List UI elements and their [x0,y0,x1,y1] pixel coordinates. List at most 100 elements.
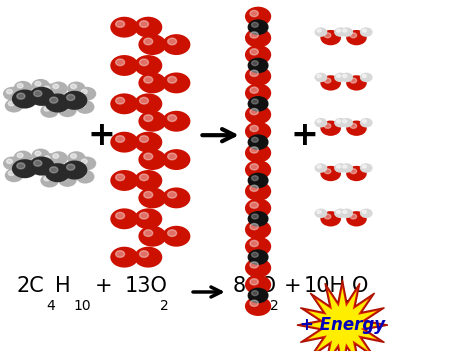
Circle shape [7,159,12,164]
Circle shape [317,120,321,123]
Circle shape [247,19,269,35]
Circle shape [139,59,148,66]
Circle shape [346,211,367,227]
Circle shape [245,122,271,141]
Circle shape [334,163,347,173]
Circle shape [346,75,367,91]
Circle shape [360,163,373,173]
Circle shape [29,156,55,176]
Circle shape [139,212,148,219]
Text: 4: 4 [46,299,55,313]
Circle shape [62,91,87,110]
Circle shape [162,226,191,247]
Text: + Energy: + Energy [300,316,385,334]
Circle shape [315,163,327,173]
Circle shape [315,27,327,37]
Circle shape [250,147,258,153]
Circle shape [134,209,162,229]
Circle shape [362,29,366,32]
Circle shape [34,160,42,166]
Circle shape [245,182,271,201]
Circle shape [324,33,331,38]
Circle shape [144,76,153,83]
Circle shape [116,136,125,142]
Circle shape [138,111,166,132]
Circle shape [134,17,162,38]
Circle shape [245,275,271,295]
Circle shape [250,49,258,55]
Circle shape [250,185,258,192]
Circle shape [139,136,148,142]
Circle shape [162,34,191,55]
Circle shape [250,202,258,208]
Circle shape [360,118,373,127]
Circle shape [250,70,258,76]
Circle shape [44,86,50,91]
Circle shape [35,81,41,86]
Circle shape [343,74,347,78]
Circle shape [247,135,269,150]
Circle shape [40,153,59,167]
Circle shape [162,73,191,93]
Polygon shape [305,288,380,354]
Text: 13O: 13O [125,276,167,296]
Circle shape [340,209,353,218]
Circle shape [110,55,138,76]
Circle shape [250,87,258,93]
Circle shape [162,188,191,209]
Circle shape [360,27,373,37]
Circle shape [245,220,271,239]
Circle shape [168,230,177,236]
Circle shape [110,93,138,114]
Circle shape [116,21,125,27]
Circle shape [252,291,258,296]
Circle shape [334,118,347,127]
Circle shape [62,106,68,110]
Circle shape [252,252,258,257]
Circle shape [317,165,321,168]
Circle shape [139,97,148,104]
Circle shape [116,212,125,219]
Circle shape [116,174,125,181]
Circle shape [110,17,138,38]
Circle shape [334,27,347,37]
Circle shape [139,21,148,27]
Circle shape [80,103,85,107]
Circle shape [12,90,37,109]
Circle shape [8,101,14,106]
Circle shape [250,223,258,230]
Circle shape [346,30,367,45]
Circle shape [81,90,87,94]
Circle shape [247,173,269,188]
Circle shape [250,164,258,170]
Circle shape [320,121,341,136]
Circle shape [346,166,367,181]
Circle shape [245,237,271,256]
Circle shape [5,99,23,113]
Circle shape [162,111,191,132]
Circle shape [350,169,356,174]
Text: +: + [87,119,115,152]
Circle shape [71,154,76,158]
Circle shape [81,159,87,164]
Circle shape [343,165,347,168]
Circle shape [245,105,271,124]
Circle shape [53,84,59,88]
Circle shape [49,81,68,95]
Circle shape [138,73,166,93]
Circle shape [7,90,12,94]
Circle shape [343,120,347,123]
Circle shape [252,176,258,181]
Circle shape [362,210,366,213]
Circle shape [168,192,177,198]
Circle shape [250,125,258,132]
Circle shape [245,67,271,86]
Circle shape [110,247,138,268]
Circle shape [252,214,258,219]
Circle shape [71,84,76,88]
Circle shape [340,27,353,37]
Text: +: + [284,276,301,296]
Circle shape [49,151,68,165]
Circle shape [162,149,191,170]
Circle shape [58,173,77,187]
